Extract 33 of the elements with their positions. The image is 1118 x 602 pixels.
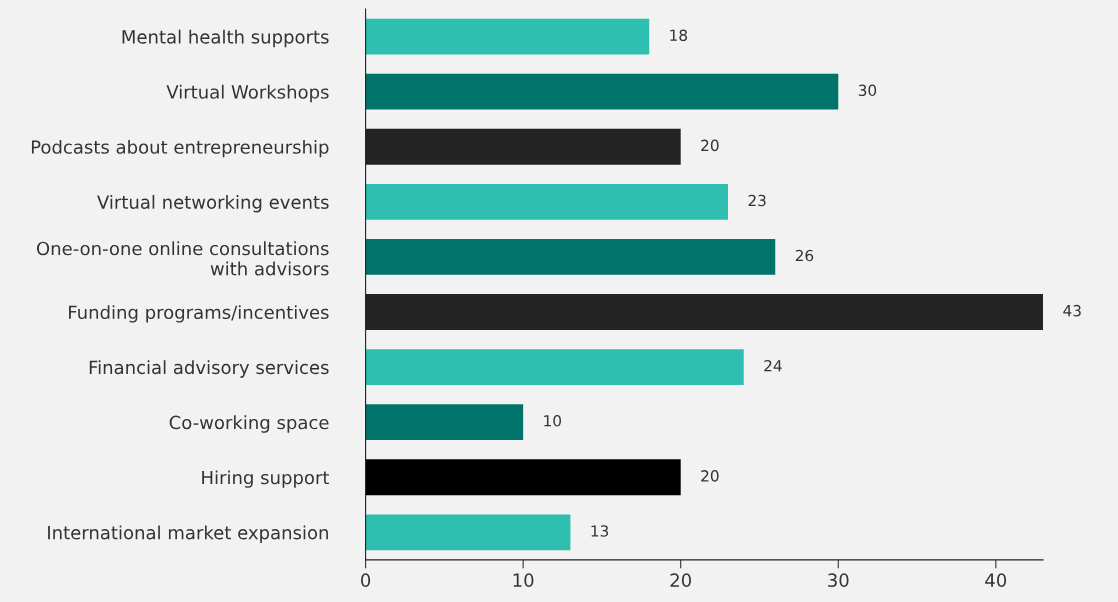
data-label: 18 [670,29,688,41]
x-tick-label: 10 [513,573,534,588]
bar [365,73,839,110]
data-label: 13 [591,525,609,537]
y-tick-label: Mental health supports [122,29,329,48]
y-tick-label: Podcasts about entrepreneurship [31,139,329,158]
data-label: 23 [748,194,766,207]
data-label: 26 [795,249,814,262]
data-label: 20 [701,470,719,482]
y-tick-label: Funding programs/incentives [69,305,329,323]
y-tick-label: Virtual networking events [97,194,329,213]
y-tick-label: International market expansion [48,525,328,543]
y-tick-label: Virtual Workshops [166,84,329,103]
x-tick-label: 0 [361,573,371,588]
bar [365,404,524,441]
bar [365,183,728,220]
bar [365,459,681,496]
bar [365,349,744,385]
x-tick-label: 20 [670,573,691,588]
data-label: 20 [701,139,719,152]
data-label: 10 [544,415,562,427]
data-label: 30 [858,84,877,97]
y-tick-label: One-on-one online consultations with advisors [36,241,329,276]
y-tick-label: Financial advisory services [89,360,329,378]
y-tick-label: Hiring support [202,470,330,488]
bar [365,514,571,551]
y-tick-label: Co-working space [169,415,329,433]
x-tick-label: 40 [985,573,1007,588]
data-label: 24 [764,359,782,372]
data-label: 43 [1063,304,1081,317]
x-tick-label: 30 [828,573,849,588]
bar [365,18,650,55]
bar [365,239,776,275]
